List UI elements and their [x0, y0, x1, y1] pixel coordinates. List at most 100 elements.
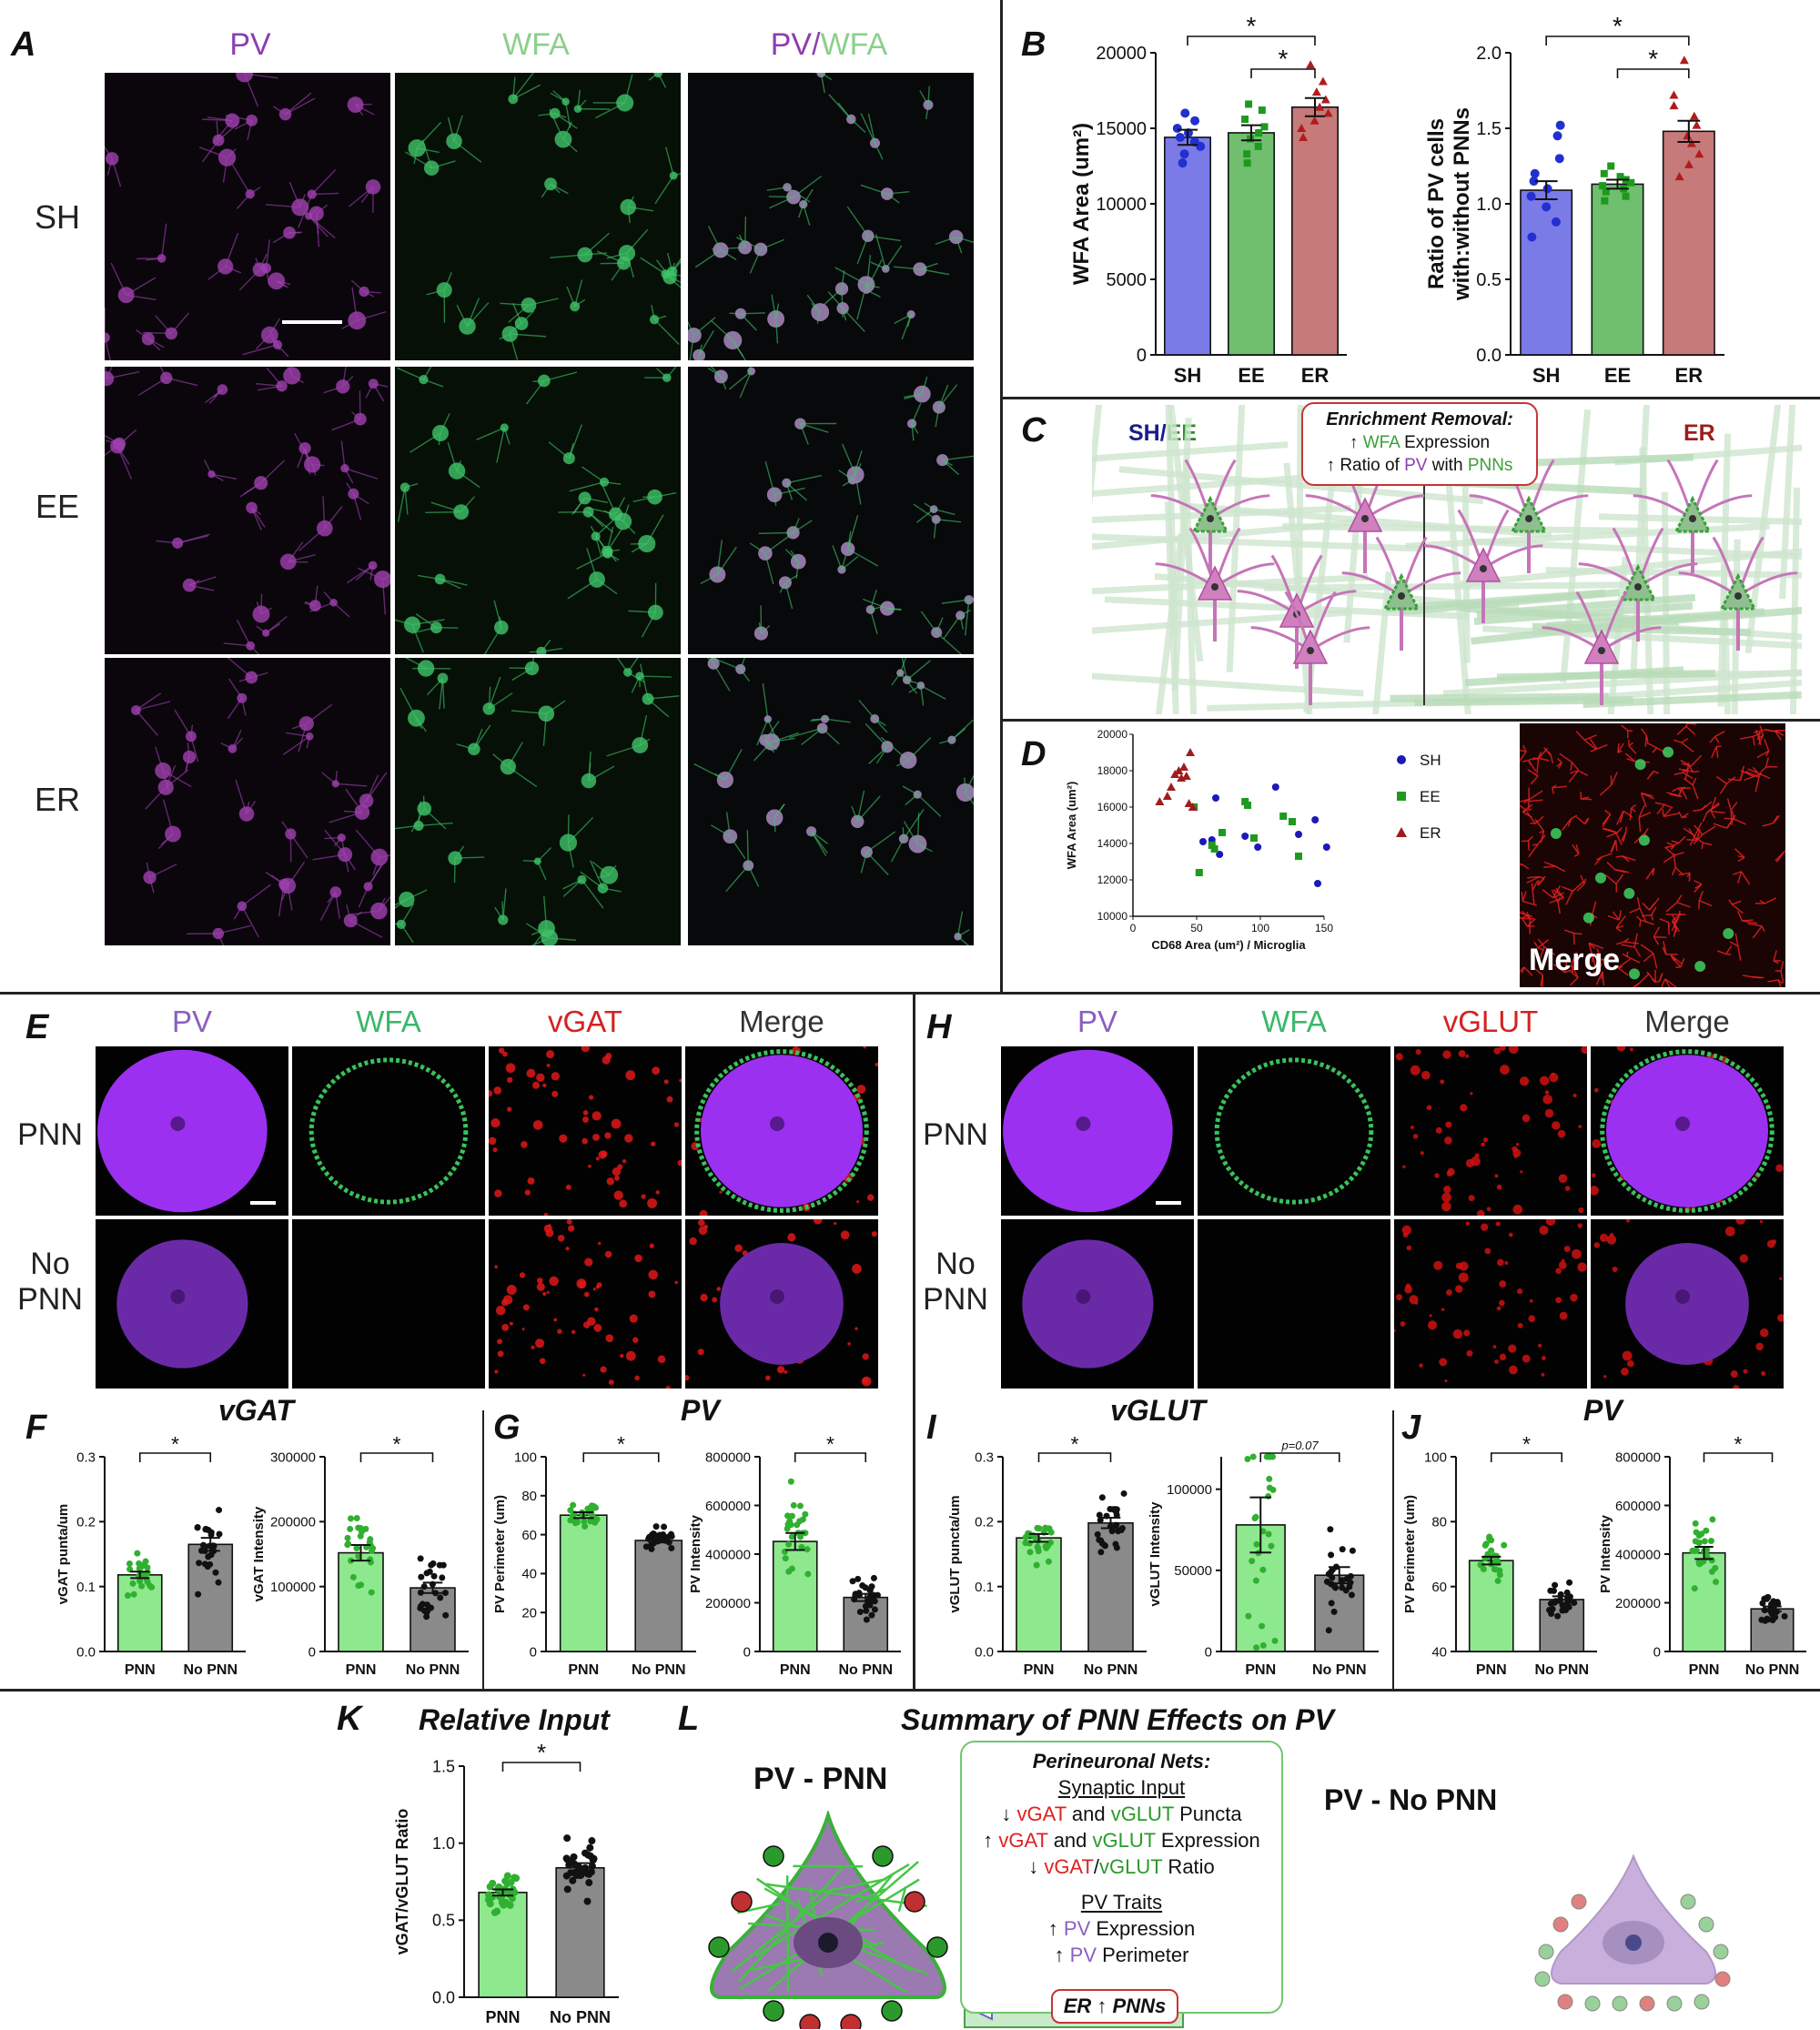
microglia — [1645, 867, 1655, 880]
dendrite — [614, 497, 626, 515]
microglia — [1690, 754, 1703, 767]
neuron-nucleus — [1207, 515, 1214, 522]
dendrite — [260, 593, 263, 614]
data-point — [130, 1591, 137, 1598]
puncta — [1542, 1094, 1553, 1105]
microglia — [1653, 935, 1667, 939]
microglia — [1543, 865, 1556, 869]
dendrite — [222, 157, 228, 183]
dendrite — [567, 814, 570, 843]
data-point — [852, 1591, 859, 1598]
dendrite — [864, 722, 888, 748]
x-tick-label: PNN — [1024, 1662, 1055, 1678]
puncta — [1517, 1322, 1523, 1328]
sig-label: * — [826, 1433, 834, 1456]
puncta — [1625, 1219, 1630, 1223]
puncta — [1777, 1314, 1784, 1322]
cell-body — [622, 667, 632, 677]
data-point — [1253, 1540, 1260, 1548]
dendrite — [299, 194, 306, 208]
scatter-point — [1181, 772, 1191, 780]
puncta — [1476, 1209, 1485, 1216]
dendrite — [816, 311, 821, 324]
data-point — [1113, 1521, 1120, 1529]
y-tick-label: 0.1 — [76, 1580, 96, 1595]
dendrite — [589, 860, 604, 889]
panel-e-label: E — [25, 1008, 49, 1046]
dendrite — [521, 310, 535, 325]
sig-bracket — [1259, 1452, 1340, 1462]
microglia — [1543, 945, 1556, 955]
microglia — [1584, 817, 1590, 824]
microglia — [1527, 835, 1533, 842]
dendrite — [581, 466, 605, 483]
microglia — [1765, 757, 1770, 768]
microglia — [1595, 971, 1603, 985]
puncta — [1593, 1087, 1599, 1093]
y-tick-label: 1.5 — [432, 1757, 455, 1775]
dendrite — [606, 252, 628, 259]
data-point — [1526, 191, 1536, 201]
dendrite — [749, 248, 762, 274]
dendrite — [525, 380, 545, 405]
dendrite — [234, 119, 252, 130]
image-a-merge-ee — [688, 367, 974, 654]
y-tick-label: 0.5 — [432, 1912, 455, 1930]
puncta — [565, 1247, 570, 1251]
dendrite — [784, 574, 798, 583]
dendrite — [507, 742, 523, 768]
data-point — [1327, 1526, 1334, 1533]
bar — [559, 1514, 608, 1652]
microglia — [1761, 925, 1765, 932]
microglia — [1644, 827, 1649, 833]
y-tick-label: 20000 — [1097, 728, 1128, 741]
dendrite — [854, 462, 862, 476]
scatter-point — [1188, 803, 1198, 811]
sig-label: p=0.07 — [1280, 1439, 1319, 1452]
sig-label: * — [1522, 1433, 1531, 1456]
sig-label: * — [1648, 45, 1658, 73]
c-l1-post: Expression — [1399, 433, 1491, 452]
dendrite — [786, 474, 823, 484]
dendrite — [595, 102, 625, 119]
l3-vglut: vGLUT — [1099, 1855, 1163, 1878]
puncta — [546, 1063, 551, 1067]
dendrite — [324, 506, 343, 530]
microglia — [1744, 775, 1754, 782]
microglia — [1666, 842, 1675, 847]
c-l1-pre: ↑ — [1349, 433, 1363, 452]
nucleus — [770, 1116, 784, 1131]
e-image-1-0 — [292, 1046, 485, 1216]
dendrite — [606, 526, 614, 552]
microglia — [1764, 739, 1770, 752]
dendrite — [935, 407, 940, 428]
y-tick-label: 40 — [1431, 1644, 1447, 1660]
dendrite — [795, 561, 800, 580]
dendrite — [592, 861, 610, 876]
puncta — [1558, 1174, 1568, 1183]
cell-body — [600, 865, 619, 884]
synapse — [1666, 1995, 1683, 2012]
y-axis-label: PV Intensity — [688, 1514, 703, 1593]
panel-j-title: PV — [1583, 1394, 1623, 1427]
dendrite — [647, 695, 680, 700]
microglia — [1715, 745, 1722, 748]
puncta — [565, 1184, 571, 1190]
microglia — [1606, 862, 1615, 871]
synapse — [799, 2014, 821, 2029]
puncta — [666, 1096, 673, 1103]
microglia — [1734, 848, 1745, 859]
dendrite — [760, 625, 771, 634]
dendrite — [938, 384, 949, 408]
y-tick-label: 400000 — [1615, 1547, 1661, 1562]
dendrite — [810, 718, 825, 722]
data-point — [441, 1589, 449, 1596]
microglia — [1615, 874, 1624, 884]
dendrite — [774, 803, 784, 819]
microglia — [1646, 971, 1656, 983]
dendrite — [155, 746, 164, 772]
bar — [338, 1551, 384, 1652]
dendrite — [841, 555, 859, 571]
dendrite — [824, 718, 851, 723]
